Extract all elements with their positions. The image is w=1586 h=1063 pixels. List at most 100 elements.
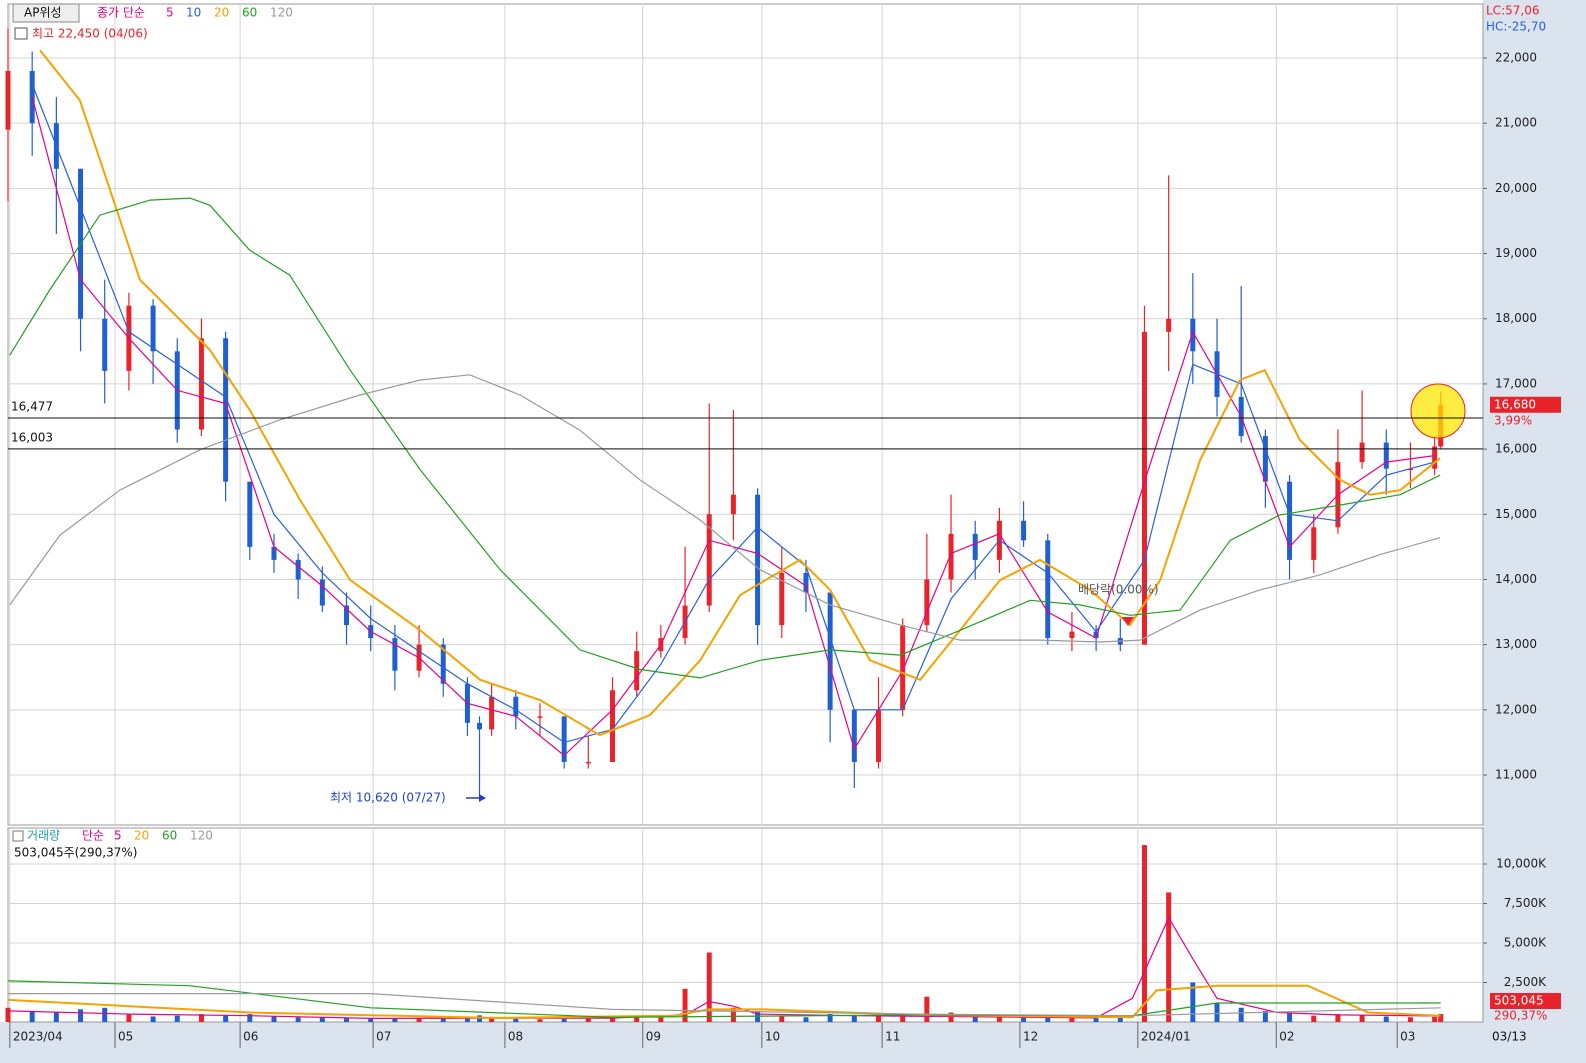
x-tick-label: 03 bbox=[1400, 1030, 1415, 1044]
volume-bar bbox=[1021, 1017, 1027, 1022]
volume-bar bbox=[1262, 1010, 1268, 1022]
volume-bar bbox=[295, 1017, 301, 1022]
x-tick-label: 10 bbox=[765, 1030, 780, 1044]
low-arrow-head bbox=[479, 794, 486, 802]
volume-bar bbox=[779, 1015, 785, 1022]
volume-bar bbox=[948, 1012, 954, 1022]
y-tick-label: 12,000 bbox=[1495, 702, 1537, 716]
marks bbox=[5, 28, 1444, 1022]
y-tick-label: 14,000 bbox=[1495, 572, 1537, 586]
y-tick-label: 16,000 bbox=[1495, 442, 1537, 456]
candle-body bbox=[5, 71, 11, 130]
y-tick-label: 11,000 bbox=[1495, 768, 1537, 782]
volume-bar bbox=[1287, 1012, 1293, 1022]
candle-body bbox=[972, 533, 978, 560]
y-tick-label: 22,000 bbox=[1495, 50, 1537, 64]
legend-entry: 120 bbox=[270, 6, 293, 20]
volume-bar bbox=[1383, 1016, 1389, 1022]
ma-line bbox=[8, 993, 1441, 1017]
candle-body bbox=[102, 318, 108, 371]
volume-bar bbox=[223, 1014, 229, 1022]
y-tick-label: 21,000 bbox=[1495, 116, 1537, 130]
volume-bar bbox=[658, 1017, 664, 1022]
ma-line bbox=[7, 980, 1441, 1018]
x-tick-label: 07 bbox=[376, 1030, 391, 1044]
candle-body bbox=[1190, 318, 1196, 352]
volume-bar bbox=[464, 1017, 470, 1022]
ma-line bbox=[39, 49, 1441, 737]
volume-info: 503,045주(290,37%) bbox=[14, 846, 137, 860]
candle-body bbox=[585, 761, 591, 764]
y-tick-label: 2,500K bbox=[1504, 975, 1547, 989]
y-tick-label: 19,000 bbox=[1495, 246, 1537, 260]
candle-body bbox=[875, 709, 881, 762]
volume-bar bbox=[585, 1018, 591, 1022]
low-note: 최저 10,620 (07/27) bbox=[330, 791, 446, 805]
candle-body bbox=[29, 71, 35, 124]
candle-body bbox=[948, 533, 954, 580]
volume-bar bbox=[198, 1014, 204, 1022]
volume-bar bbox=[851, 1014, 857, 1022]
candle-body bbox=[537, 716, 543, 718]
lc-text: LC:57,06 bbox=[1486, 4, 1539, 18]
candle-body bbox=[1093, 631, 1099, 639]
volume-bar bbox=[1432, 1016, 1438, 1022]
candle-body bbox=[779, 572, 785, 626]
volume-bar bbox=[1190, 982, 1196, 1022]
y-tick-label: 17,000 bbox=[1495, 376, 1537, 390]
candle-body bbox=[477, 722, 483, 730]
x-tick-label: 2023/04 bbox=[13, 1030, 63, 1044]
volume-bar bbox=[1335, 1014, 1341, 1022]
volume-bar bbox=[53, 1012, 59, 1022]
legend-entry: 5 bbox=[166, 6, 174, 20]
volume-bar bbox=[827, 1014, 833, 1022]
volume-bar bbox=[682, 988, 688, 1022]
volume-bar bbox=[126, 1014, 132, 1022]
volume-bar bbox=[1407, 1017, 1413, 1022]
volume-bar bbox=[489, 1018, 495, 1022]
volume-bar bbox=[706, 952, 712, 1022]
volume-bar bbox=[1093, 1018, 1099, 1022]
y-tick-label: 7,500K bbox=[1504, 896, 1547, 910]
y-tick-label: 15,000 bbox=[1495, 507, 1537, 521]
y-tick-label: 20,000 bbox=[1495, 181, 1537, 195]
last-date: 03/13 bbox=[1492, 1030, 1527, 1044]
legend-entry: 120 bbox=[190, 829, 213, 843]
legend-entry: 60 bbox=[162, 829, 177, 843]
volume-bar bbox=[78, 1009, 84, 1022]
volume-bar bbox=[5, 1007, 11, 1022]
table-icon bbox=[14, 27, 28, 40]
legend-entry: 60 bbox=[242, 6, 257, 20]
volume-bar bbox=[1238, 1007, 1244, 1022]
volume-bar bbox=[319, 1017, 325, 1022]
volume-bar bbox=[1045, 1017, 1051, 1022]
volume-bar bbox=[271, 1016, 277, 1022]
volume-bar bbox=[440, 1018, 446, 1022]
candle-body bbox=[1359, 442, 1365, 463]
candle-body bbox=[489, 696, 495, 730]
volume-bar bbox=[924, 996, 930, 1022]
volume-frame bbox=[7, 827, 1484, 1023]
candle-body bbox=[150, 305, 156, 352]
candle-body bbox=[1166, 318, 1172, 332]
legend-method: 단순 bbox=[82, 829, 104, 843]
legend-entry: 10 bbox=[186, 6, 201, 20]
volume-bar bbox=[1311, 1015, 1317, 1022]
legend-entry: 20 bbox=[214, 6, 229, 20]
legend-entry: 20 bbox=[134, 829, 149, 843]
ma-line bbox=[9, 374, 1441, 643]
candle-body bbox=[1141, 331, 1147, 645]
overlay: AP위성 최고 22,450 (04/06) 최저 10,620 (07/27)… bbox=[8, 3, 1561, 1044]
candle-body bbox=[344, 605, 350, 626]
legend-entry: 5 bbox=[114, 829, 122, 843]
y-tick-label: 5,000K bbox=[1504, 936, 1547, 950]
volume-bar bbox=[803, 1017, 809, 1022]
candle-body bbox=[1383, 442, 1389, 469]
candle-body bbox=[851, 709, 857, 762]
dividend-note: 배당락(0.00%) bbox=[1078, 583, 1159, 597]
symbol-box[interactable] bbox=[12, 3, 80, 23]
volume-bar bbox=[610, 1018, 616, 1022]
high-note: 최고 22,450 (04/06) bbox=[32, 27, 148, 41]
candle-body bbox=[1021, 520, 1027, 541]
volume-bar bbox=[1214, 1003, 1220, 1022]
